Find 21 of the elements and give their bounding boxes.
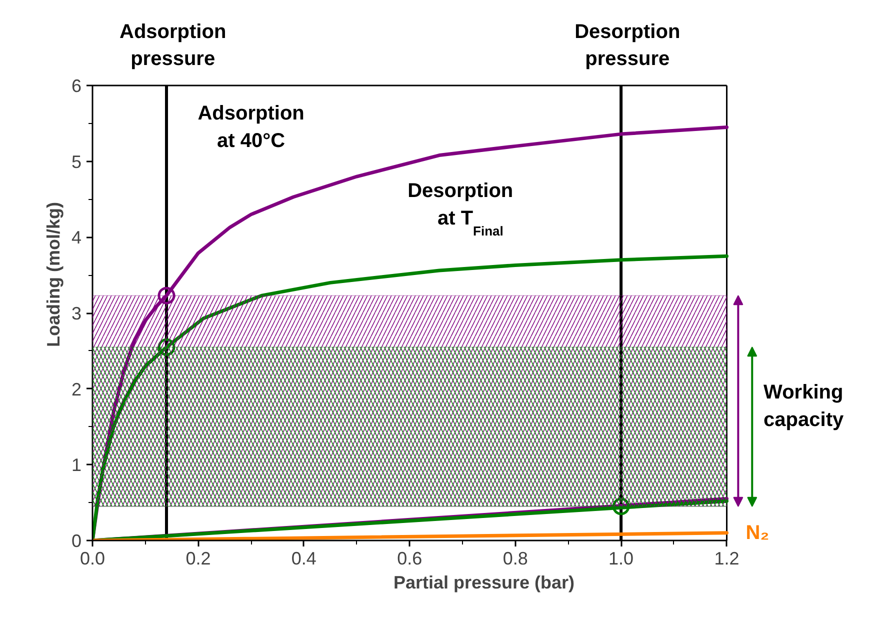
text: Working capacity: [764, 382, 844, 431]
x-tick-label: 0.6: [397, 548, 422, 568]
x-tick-label: 0.0: [80, 548, 106, 568]
x-tick-label: 1.0: [608, 548, 634, 568]
series-label: N₂: [746, 522, 770, 544]
y-tick-label: 3: [71, 304, 82, 324]
y-tick-label: 0: [71, 531, 82, 551]
x-axis-title: Partial pressure (bar): [393, 572, 575, 592]
annotation: Adsorption at 40°C: [198, 102, 304, 152]
ref-line-label: Adsorption pressure: [120, 20, 226, 70]
x-tick-label: 0.2: [186, 548, 211, 568]
x-tick-label: 1.2: [714, 548, 740, 568]
y-axis-title: Loading (mol/kg): [43, 202, 64, 347]
x-tick-label: 0.8: [502, 548, 528, 568]
y-tick-label: 4: [71, 228, 82, 248]
ref-line-label: Desorption pressure: [574, 20, 680, 70]
y-tick-label: 6: [71, 76, 82, 96]
y-tick-label: 5: [71, 152, 82, 172]
x-tick-label: 0.4: [291, 548, 316, 568]
y-tick-label: 2: [71, 379, 82, 400]
y-tick-label: 1: [71, 455, 82, 476]
